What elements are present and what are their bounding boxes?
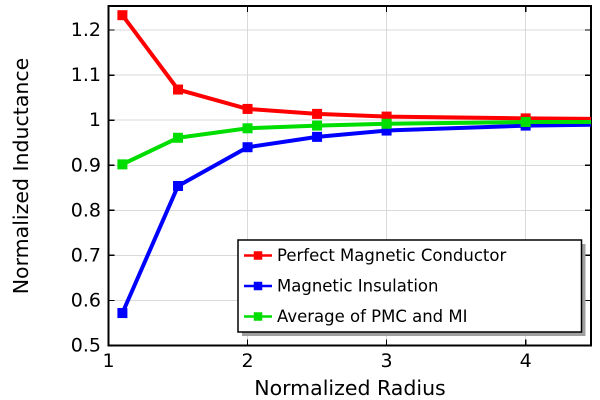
data-point-marker (312, 120, 323, 131)
x-tick-label: 4 (520, 350, 532, 372)
data-point-marker (173, 132, 184, 143)
data-point-marker (381, 111, 392, 122)
y-tick-label: 1.2 (71, 19, 101, 41)
legend-label: Magnetic Insulation (277, 277, 438, 296)
data-point-marker (242, 103, 253, 114)
series-layer (117, 10, 592, 319)
y-tick-label: 0.6 (71, 289, 101, 311)
legend-entry: Perfect Magnetic Conductor (244, 246, 506, 265)
x-axis-label: Normalized Radius (254, 376, 446, 400)
series-line-0 (120, 13, 592, 121)
y-tick-label: 0.8 (71, 199, 101, 221)
data-point-marker (242, 123, 253, 134)
data-point-marker (117, 308, 128, 319)
data-point-marker (173, 84, 184, 95)
legend-label: Perfect Magnetic Conductor (277, 246, 506, 265)
legend-box (237, 239, 583, 333)
y-tick-label: 0.7 (71, 244, 101, 266)
data-point-marker (173, 180, 184, 191)
x-tick-label: 2 (242, 350, 254, 372)
plot-frame (107, 5, 592, 347)
legend-marker (253, 251, 263, 260)
x-tick-label: 1 (102, 350, 114, 372)
data-point-marker (520, 116, 531, 127)
y-axis-label: Normalized Inductance (9, 58, 33, 295)
legend: Perfect Magnetic Conductor Magnetic Insul… (237, 239, 586, 336)
data-point-marker (381, 118, 392, 129)
legend-label: Average of PMC and MI (277, 307, 468, 326)
y-tick-label: 1 (89, 109, 101, 131)
legend-entry: Average of PMC and MI (244, 307, 468, 326)
legend-marker (253, 312, 263, 321)
legend-entry: Magnetic Insulation (244, 277, 438, 296)
data-point-marker (312, 131, 323, 142)
y-tick-label: 0.9 (71, 154, 101, 176)
legend-marker (253, 281, 263, 291)
data-point-marker (242, 142, 253, 153)
x-tick-label: 3 (381, 350, 393, 372)
data-point-marker (312, 108, 323, 119)
tick-label-layer: 0.5 0.6 0.7 0.8 0.9 1 1.1 1.2 1 2 3 4 (71, 19, 532, 372)
y-tick-label: 1.1 (71, 64, 101, 86)
data-point-marker (381, 125, 392, 136)
data-point-marker (117, 159, 128, 170)
data-point-marker (117, 10, 128, 21)
y-tick-label: 0.5 (71, 335, 101, 357)
